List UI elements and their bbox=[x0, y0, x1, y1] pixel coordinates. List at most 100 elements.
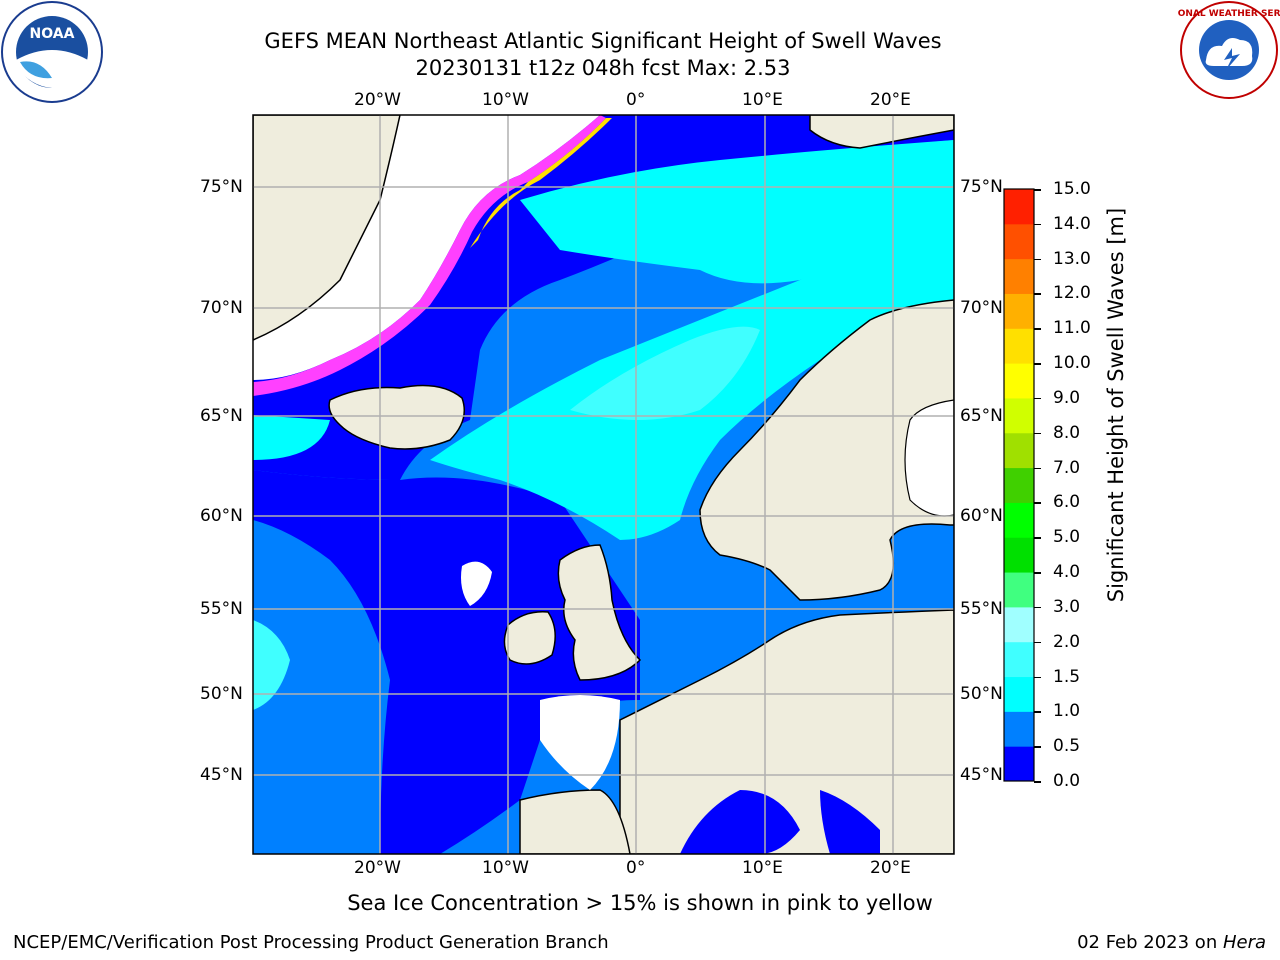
lon-label-bottom-0: 0° bbox=[626, 858, 646, 878]
lon-label-bottom-10e: 10°E bbox=[742, 858, 783, 878]
lon-label-bottom-20e: 20°E bbox=[870, 858, 911, 878]
colorbar-tick-label: 14.0 bbox=[1053, 213, 1091, 234]
colorbar-tick-mark bbox=[1034, 293, 1041, 295]
colorbar-tick-mark bbox=[1034, 432, 1041, 435]
colorbar-tick-mark bbox=[1034, 711, 1041, 713]
colorbar-tick-label: 12.0 bbox=[1053, 283, 1091, 304]
colorbar-tick-label: 11.0 bbox=[1053, 318, 1091, 339]
footer-date: 02 Feb 2023 on Hera bbox=[1077, 932, 1266, 954]
colorbar-segment bbox=[1004, 363, 1034, 399]
colorbar-tick-mark bbox=[1034, 537, 1041, 539]
sea-ice-caption: Sea Ice Concentration > 15% is shown in … bbox=[347, 891, 933, 915]
colorbar-tick-mark bbox=[1034, 189, 1041, 191]
iceland bbox=[328, 384, 465, 450]
footer-date-text: 02 Feb 2023 on bbox=[1077, 932, 1223, 953]
colorbar-tick-mark bbox=[1034, 258, 1041, 261]
colorbar-segment bbox=[1004, 397, 1034, 434]
colorbar-tick-label: 4.0 bbox=[1053, 562, 1081, 583]
great-britain bbox=[557, 544, 642, 681]
colorbar-segment bbox=[1004, 746, 1034, 782]
greenland-land bbox=[253, 115, 401, 341]
colorbar-tick-label: 1.5 bbox=[1053, 666, 1081, 687]
colorbar-tick-mark bbox=[1034, 781, 1041, 783]
lat-label-left-55n: 55°N bbox=[200, 599, 243, 619]
nws-logo-text: NATIONAL WEATHER SERVICE bbox=[1178, 9, 1280, 19]
colorbar-segment bbox=[1004, 432, 1034, 469]
colorbar-tick-label: 13.0 bbox=[1053, 248, 1091, 269]
colorbar-tick-mark bbox=[1034, 572, 1041, 574]
footer-credit: NCEP/EMC/Verification Post Processing Pr… bbox=[13, 932, 609, 953]
ocean-peak-patch bbox=[570, 326, 760, 420]
colorbar-tick-mark bbox=[1034, 363, 1041, 365]
ocean-high-barents bbox=[520, 140, 954, 284]
ocean-high-west bbox=[253, 415, 330, 460]
colorbar-segment bbox=[1004, 328, 1034, 364]
map-frame bbox=[252, 114, 955, 855]
colorbar-tick-label: 15.0 bbox=[1053, 179, 1091, 199]
chart-subtitle: 20230131 t12z 048h fcst Max: 2.53 bbox=[415, 56, 791, 80]
colorbar-tick-label: 1.0 bbox=[1053, 701, 1081, 722]
colorbar-label: Significant Height of Swell Waves [m] bbox=[1104, 207, 1128, 603]
lat-label-right-55n: 55°N bbox=[960, 599, 1003, 619]
iberia bbox=[519, 789, 631, 854]
colorbar-tick-label: 3.0 bbox=[1053, 596, 1081, 617]
colorbar-tick-mark bbox=[1034, 328, 1041, 330]
footer-machine: Hera bbox=[1222, 932, 1266, 953]
colorbar-segment bbox=[1004, 189, 1034, 225]
lon-label-bottom-10w: 10°W bbox=[482, 858, 529, 878]
lon-label-top-0: 0° bbox=[626, 90, 646, 110]
sea-ice-edge bbox=[253, 115, 606, 396]
colorbar-tick-label: 6.0 bbox=[1053, 492, 1081, 513]
lat-label-right-70n: 70°N bbox=[960, 298, 1003, 318]
lon-label-top-10w: 10°W bbox=[482, 90, 529, 110]
colorbar-tick-label: 8.0 bbox=[1053, 422, 1081, 443]
ocean-low-central bbox=[253, 470, 640, 854]
colorbar-tick-mark bbox=[1034, 606, 1041, 609]
colorbar-segment bbox=[1004, 293, 1034, 329]
lat-label-right-65n: 65°N bbox=[960, 406, 1003, 426]
colorbar-tick-label: 2.0 bbox=[1053, 631, 1081, 652]
sea-ice-yellow-edge bbox=[470, 118, 612, 248]
colorbar-segment bbox=[1004, 467, 1034, 503]
colorbar-tick-mark bbox=[1034, 397, 1041, 400]
lat-label-left-45n: 45°N bbox=[200, 765, 243, 785]
adriatic bbox=[820, 790, 880, 854]
scandinavia bbox=[699, 299, 954, 601]
svalbard bbox=[809, 115, 954, 149]
graticule bbox=[253, 115, 954, 854]
gulf-of-bothnia bbox=[904, 399, 954, 517]
noaa-logo-text: NOAA bbox=[30, 26, 75, 42]
colorbar-tick-label: 0.5 bbox=[1053, 736, 1081, 757]
colorbar-segment bbox=[1004, 537, 1034, 573]
ireland bbox=[503, 611, 556, 665]
colorbar-segment bbox=[1004, 223, 1034, 260]
colorbar-tick-label: 0.0 bbox=[1053, 771, 1081, 791]
lat-label-left-70n: 70°N bbox=[200, 298, 243, 318]
lat-label-right-60n: 60°N bbox=[960, 506, 1003, 526]
colorbar bbox=[1003, 188, 1035, 782]
noaa-logo-icon: NOAA bbox=[1, 1, 103, 103]
colorbar-tick-mark bbox=[1034, 746, 1041, 748]
colorbar-segment bbox=[1004, 258, 1034, 294]
lat-label-right-45n: 45°N bbox=[960, 765, 1003, 785]
colorbar-tick-mark bbox=[1034, 502, 1041, 504]
colorbar-tick-label: 5.0 bbox=[1053, 527, 1081, 548]
colorbar-tick-mark bbox=[1034, 641, 1041, 644]
lat-label-left-50n: 50°N bbox=[200, 684, 243, 704]
colorbar-segment bbox=[1004, 641, 1034, 678]
colorbar-tick-label: 7.0 bbox=[1053, 457, 1081, 478]
lat-label-right-75n: 75°N bbox=[960, 177, 1003, 197]
lat-label-left-65n: 65°N bbox=[200, 406, 243, 426]
colorbar-segment bbox=[1004, 676, 1034, 712]
colorbar-segment bbox=[1004, 502, 1034, 538]
chart-title: GEFS MEAN Northeast Atlantic Significant… bbox=[264, 29, 942, 53]
colorbar-tick-mark bbox=[1034, 223, 1041, 226]
mediterranean bbox=[680, 790, 800, 854]
nws-logo-icon: NATIONAL WEATHER SERVICE bbox=[1178, 1, 1280, 99]
lon-label-top-20e: 20°E bbox=[870, 90, 911, 110]
nodata-patch-biscay bbox=[540, 695, 620, 790]
lon-label-bottom-20w: 20°W bbox=[354, 858, 401, 878]
lat-label-right-50n: 50°N bbox=[960, 684, 1003, 704]
colorbar-segment bbox=[1004, 572, 1034, 608]
